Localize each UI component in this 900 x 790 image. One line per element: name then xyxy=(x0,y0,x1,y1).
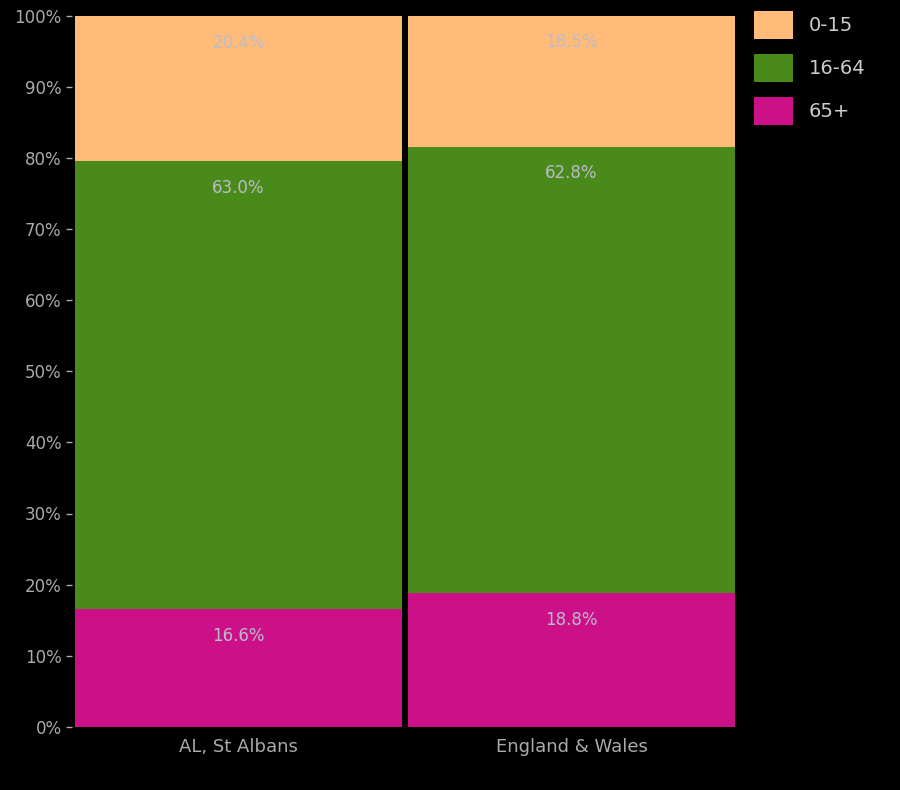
Bar xyxy=(409,593,734,727)
Legend: 0-15, 16-64, 65+: 0-15, 16-64, 65+ xyxy=(754,11,866,125)
Bar xyxy=(409,147,734,593)
Text: 62.8%: 62.8% xyxy=(545,164,598,182)
Text: 63.0%: 63.0% xyxy=(212,179,265,197)
Text: 18.5%: 18.5% xyxy=(545,33,598,51)
Bar xyxy=(76,609,401,727)
Bar xyxy=(76,161,401,609)
Text: 18.8%: 18.8% xyxy=(545,611,598,629)
Bar xyxy=(76,16,401,161)
Bar xyxy=(409,15,734,147)
Text: 16.6%: 16.6% xyxy=(212,626,265,645)
Text: 20.4%: 20.4% xyxy=(212,34,265,51)
